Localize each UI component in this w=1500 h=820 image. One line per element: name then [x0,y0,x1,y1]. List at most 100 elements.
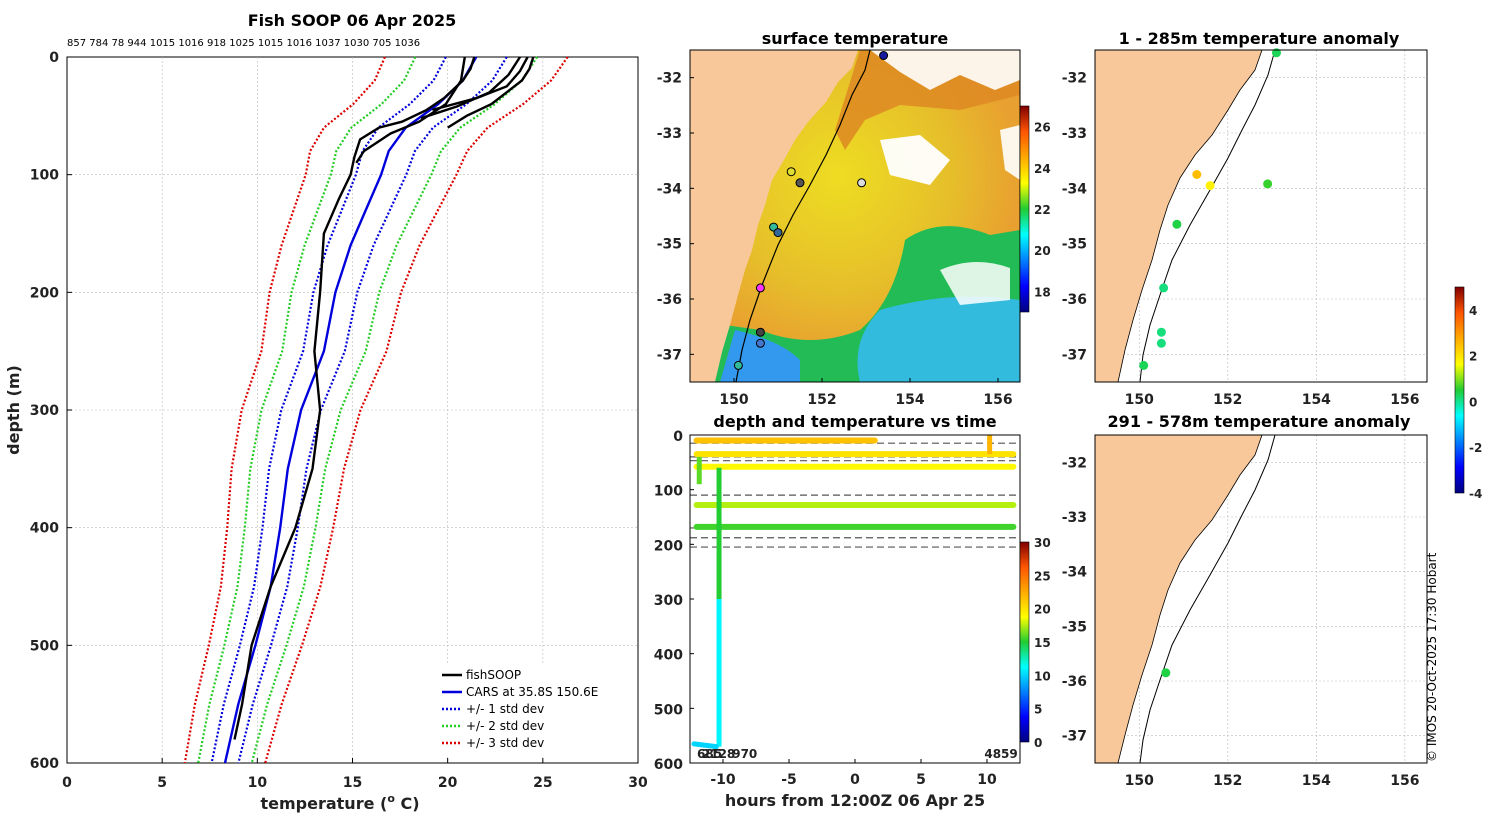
anomaly2-xtick-label-152: 152 [1213,773,1242,789]
sst-colorbar-label-22: 22 [1034,203,1051,217]
anomaly1-xtick-label-150: 150 [1125,392,1154,408]
anomaly2-tick-labels: 150 152 154 156 -32 -33 -34 -35 -36 -37 [1062,455,1420,789]
profile-std1-low-line [210,56,447,764]
anomaly1-title: 1 - 285m temperature anomaly [1119,29,1400,48]
profile-xtick-label-20: 20 [438,775,458,791]
sst-cloud-south [940,261,1010,305]
timeseries-ytick-label-100: 100 [654,484,683,500]
profile-top-labels: 857 784 78 944 1015 1016 918 1025 1015 1… [67,38,420,49]
timeseries-ytick-label-500: 500 [654,702,683,718]
timeseries-title: depth and temperature vs time [713,412,996,431]
sst-station-6 [773,228,783,238]
profile-ytick-label-600: 600 [30,756,59,772]
timeseries-colorbar [1019,541,1030,743]
timeseries-bottom-label-2: 2128 [702,747,735,761]
anomaly1-point-9 [1139,360,1149,370]
anomaly1-point-2 [1192,170,1202,179]
timeseries-colorbar-label-20: 20 [1034,603,1051,617]
profile-ytick-label-400: 400 [30,521,59,537]
anomaly-colorbar [1454,286,1465,494]
timeseries-axes-bg [690,435,1020,763]
profile-xtick-label-30: 30 [628,775,648,791]
anomaly1-point-8 [1156,338,1166,348]
profile-title: Fish SOOP 06 Apr 2025 [248,11,457,30]
timeseries-ytick-label-300: 300 [654,593,683,609]
anomaly-colorbar-label--2: -2 [1469,441,1482,455]
anomaly-colorbar-label--4: -4 [1469,487,1482,501]
anomaly-colorbar-label-0: 0 [1469,395,1477,409]
anomaly2-point-1 [1161,668,1171,678]
profile-ytick-label-100: 100 [30,168,59,184]
footer-credit: © IMOS 20-Oct-2025 17:30 Hobart [1425,552,1439,762]
anomaly1-point-4 [1263,179,1273,189]
sst-ytick-label--33: -33 [657,126,682,142]
timeseries-deep-cast-bottom [691,741,719,750]
sst-panel: surface temperature 150 152 154 156 -32 -33 -3… [657,29,1051,408]
anomaly1-points [1139,48,1281,370]
sst-isobath-line [735,50,871,382]
timeseries-bottom-label-1: 685 [697,747,722,761]
legend-label-std3: +/- 3 std dev [466,736,544,750]
profile-ylabel: depth (m) [4,365,23,455]
profile-cars-line [223,56,478,764]
sst-station-10 [733,360,743,370]
profile-ytick-label-500: 500 [30,638,59,654]
anomaly1-point-1 [1271,48,1281,58]
sst-tick-labels: 150 152 154 156 -32 -33 -34 -35 -36 -37 [657,71,1013,408]
anomaly2-ytick-label--33: -33 [1062,510,1087,526]
sst-station-9 [755,338,765,348]
profile-std-lines [183,56,569,764]
anomaly1-xtick-label-152: 152 [1213,392,1242,408]
timeseries-xtick-label-0: 0 [850,772,860,788]
anomaly2-axes-box [1094,434,1428,764]
sst-ytick-label--36: -36 [657,292,682,308]
legend-label-std1: +/- 1 std dev [466,702,544,716]
sst-colorbar [1019,105,1030,313]
sst-colorbar-label-26: 26 [1034,121,1051,135]
anomaly2-ytick-label--36: -36 [1062,674,1087,690]
profile-xtick-label-15: 15 [343,775,362,791]
timeseries-ytick-label-200: 200 [654,538,683,554]
profile-std2-low-line [197,56,417,764]
anomaly2-land-australia [1094,434,1263,764]
profile-xtick-label-10: 10 [248,775,268,791]
anomaly2-xtick-label-154: 154 [1302,773,1331,789]
sst-station-8 [755,327,765,337]
timeseries-xtick-label-5: 5 [916,772,926,788]
timeseries-bottom-label-4: 4859 [984,747,1017,761]
profile-ytick-label-300: 300 [30,403,59,419]
anomaly2-ytick-label--37: -37 [1062,729,1087,745]
profile-fishsoop-cast-5 [420,56,522,120]
timeseries-colorbar-label-10: 10 [1034,669,1051,683]
profile-fishsoop-lines [233,56,535,740]
sst-station-7 [755,283,765,293]
anomaly1-grid [1095,50,1427,382]
anomaly1-point-3 [1205,181,1215,191]
anomaly2-isobath-line [1139,434,1276,764]
sst-colorbar-label-20: 20 [1034,244,1051,258]
timeseries-colorbar-label-5: 5 [1034,703,1042,717]
timeseries-colorbar-label-0: 0 [1034,736,1042,750]
sst-xtick-label-154: 154 [895,392,924,408]
sst-ytick-label--32: -32 [657,71,682,87]
timeseries-tracks [691,435,1017,750]
sst-map [690,50,1020,382]
sst-station-2 [786,167,796,177]
anomaly1-axes-box [1094,49,1428,383]
sst-field-cold-southeast [857,296,1020,382]
anomaly1-ytick-label--36: -36 [1062,292,1087,308]
sst-ytick-label--34: -34 [657,181,683,197]
sst-cloud-east [1000,125,1020,180]
anomaly2-title: 291 - 578m temperature anomaly [1108,412,1411,431]
sst-station-3 [795,178,805,188]
timeseries-bottom-label-3: 970 [732,747,757,761]
sst-ytick-label--37: -37 [657,347,682,363]
anomaly2-ytick-label--34: -34 [1062,565,1088,581]
anomaly1-tick-labels: 150 152 154 156 -32 -33 -34 -35 -36 -37 [1062,71,1420,408]
sst-grid [690,77,999,382]
timeseries-colorbar-label-25: 25 [1034,569,1051,583]
